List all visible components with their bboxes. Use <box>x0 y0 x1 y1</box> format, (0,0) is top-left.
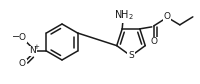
Text: O: O <box>19 34 26 43</box>
Text: O: O <box>163 12 169 21</box>
Text: O: O <box>150 37 157 46</box>
Text: NH$_2$: NH$_2$ <box>114 8 133 22</box>
Text: −: − <box>12 32 20 42</box>
Text: +: + <box>33 44 39 50</box>
Text: S: S <box>127 51 133 60</box>
Text: O: O <box>19 59 26 68</box>
Text: N: N <box>29 47 36 56</box>
